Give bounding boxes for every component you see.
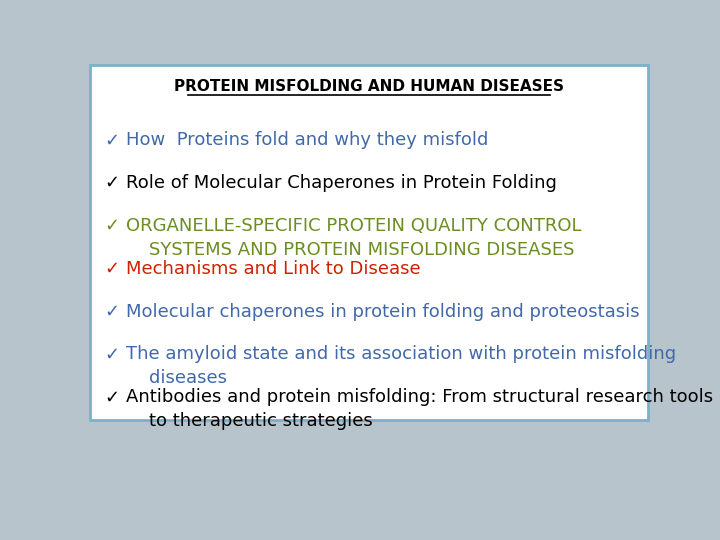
Text: ✓: ✓ [104,346,119,363]
Text: ORGANELLE-SPECIFIC PROTEIN QUALITY CONTROL
    SYSTEMS AND PROTEIN MISFOLDING DI: ORGANELLE-SPECIFIC PROTEIN QUALITY CONTR… [126,217,582,259]
Text: How  Proteins fold and why they misfold: How Proteins fold and why they misfold [126,131,489,150]
Text: Molecular chaperones in protein folding and proteostasis: Molecular chaperones in protein folding … [126,302,640,321]
Text: PROTEIN MISFOLDING AND HUMAN DISEASES: PROTEIN MISFOLDING AND HUMAN DISEASES [174,79,564,94]
Text: ✓: ✓ [104,302,119,321]
Text: Mechanisms and Link to Disease: Mechanisms and Link to Disease [126,260,421,278]
FancyBboxPatch shape [90,65,648,420]
Text: Antibodies and protein misfolding: From structural research tools
    to therape: Antibodies and protein misfolding: From … [126,388,714,430]
Text: ✓: ✓ [104,174,119,192]
Text: ✓: ✓ [104,131,119,150]
Text: The amyloid state and its association with protein misfolding
    diseases: The amyloid state and its association wi… [126,346,676,387]
Text: ✓: ✓ [104,388,119,406]
Text: Role of Molecular Chaperones in Protein Folding: Role of Molecular Chaperones in Protein … [126,174,557,192]
Text: ✓: ✓ [104,217,119,235]
Text: ✓: ✓ [104,260,119,278]
